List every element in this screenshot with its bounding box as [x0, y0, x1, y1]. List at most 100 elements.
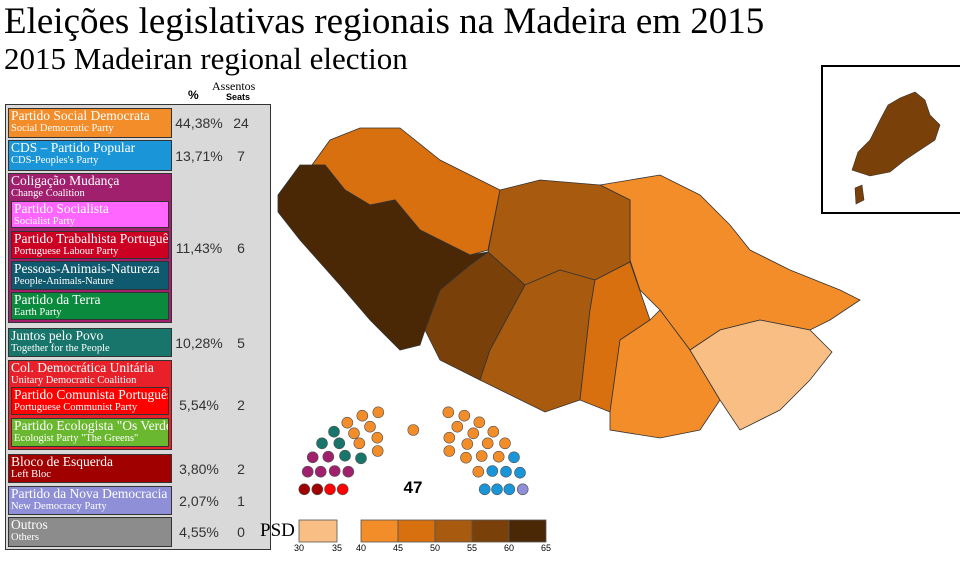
percent-header: %: [188, 88, 199, 102]
party-percent: 3,80%: [179, 460, 219, 477]
seat-cds: [503, 483, 516, 496]
legend-tick: 60: [504, 543, 514, 553]
seat-psd: [407, 424, 420, 436]
member-name: Partido Comunista Português: [14, 387, 169, 402]
legend-tick: 40: [356, 543, 366, 553]
seat-psd: [481, 437, 494, 450]
seat-mud: [314, 465, 327, 478]
party-name: Partido da Nova Democracia: [11, 486, 168, 501]
seat-psd: [371, 445, 384, 457]
party-name: Bloco de Esquerda: [11, 454, 113, 469]
party-name: Juntos pelo Povo: [11, 328, 104, 343]
legend-tick: 50: [430, 543, 440, 553]
member-name: Partido Ecologista "Os Verdes": [14, 418, 169, 433]
seat-cdu: [336, 483, 349, 496]
title-english: 2015 Madeiran regional election: [4, 41, 408, 76]
member-name-en: Portuguese Labour Party: [14, 246, 119, 257]
seat-jpp: [355, 452, 367, 465]
municipality-machico: [609, 309, 721, 439]
member-party: Partido Trabalhista Português Portuguese …: [11, 231, 169, 259]
seat-psd: [443, 445, 456, 457]
member-party: Partido Ecologista "Os Verdes" Ecologist …: [11, 418, 169, 447]
party-name: CDS – Partido Popular: [11, 140, 136, 155]
member-name-en: Earth Party: [14, 307, 62, 318]
party-name: Coligação Mudança: [11, 173, 120, 188]
member-name-en: People-Animals-Nature: [14, 276, 114, 287]
seat-psd: [460, 451, 472, 464]
seat-mud: [301, 465, 314, 478]
member-party: Partido da Terra Earth Party: [11, 292, 169, 320]
party-name-en: Unitary Democratic Coalition: [11, 375, 137, 386]
seat-mud: [322, 450, 335, 463]
legend-bin: [434, 519, 473, 543]
seat-psd: [451, 420, 464, 433]
seat-psd: [348, 427, 360, 440]
seat-psd: [356, 409, 369, 422]
seat-psd: [364, 420, 376, 433]
seat-be: [311, 483, 324, 496]
seat-mud: [306, 451, 319, 464]
member-name-en: Portuguese Communist Party: [14, 402, 138, 413]
seats-header-pt: Assentos: [212, 79, 256, 93]
seat-jpp: [328, 425, 340, 438]
legend-bin: [397, 519, 436, 543]
member-name: Partido Trabalhista Português: [14, 231, 169, 246]
party-percent: 5,54%: [179, 397, 219, 413]
party-seats: 5: [237, 334, 245, 351]
legend-label: PSD: [260, 520, 295, 541]
party-name-en: Social Democratic Party: [11, 123, 114, 134]
party-percent: 44,38%: [175, 115, 223, 131]
seat-psd: [461, 438, 474, 450]
total-seats: 47: [404, 478, 423, 497]
legend-tick: 45: [393, 543, 403, 553]
seat-psd: [492, 450, 505, 463]
member-name-en: Ecologist Party "The Greens": [14, 433, 139, 444]
seat-psd: [473, 416, 486, 429]
party-row: Outros Others: [8, 517, 172, 547]
seat-psd: [499, 437, 511, 450]
seat-cds: [514, 466, 526, 479]
seat-cds: [491, 483, 503, 496]
legend-tick: 35: [332, 543, 342, 553]
party-name-en: CDS-Peoples's Party: [11, 155, 99, 166]
party-row: Juntos pelo Povo Together for the People: [8, 328, 172, 357]
legend-bin: [298, 519, 338, 543]
party-percent: 13,71%: [175, 147, 223, 164]
party-seats: 6: [237, 240, 245, 256]
party-percent: 4,55%: [179, 524, 219, 540]
seat-mud: [342, 465, 355, 478]
seat-jpp: [316, 437, 328, 450]
party-percent: 11,43%: [175, 240, 223, 256]
seat-psd: [472, 465, 485, 478]
legend-bin: [508, 519, 547, 543]
municipality-sao-vicente-east: [487, 179, 631, 286]
title-portuguese: Eleições legislativas regionais na Madei…: [4, 1, 765, 42]
party-seats: 1: [237, 492, 245, 509]
seats-header-en: Seats: [226, 92, 251, 102]
party-seats: 2: [237, 460, 245, 477]
party-row: CDS – Partido Popular CDS-Peoples's Party: [8, 140, 172, 171]
seat-psd: [353, 437, 366, 450]
member-party: Partido Socialista Socialist Party: [11, 201, 169, 228]
seat-jpp: [339, 449, 351, 462]
party-name-en: New Democracy Party: [11, 501, 107, 512]
party-seats: 24: [233, 115, 249, 131]
party-name: Outros: [11, 517, 48, 532]
party-name-en: Others: [11, 532, 39, 543]
seat-psd: [442, 406, 455, 419]
party-name-en: Left Bloc: [11, 469, 51, 480]
party-seats: 2: [237, 397, 245, 413]
legend-tick: 30: [294, 543, 304, 553]
seat-psd: [487, 425, 500, 438]
seat-cds: [508, 451, 520, 464]
member-party: Partido Comunista Português Portuguese Co…: [11, 387, 169, 415]
municipality-santa-cruz: [689, 319, 833, 431]
seat-cds: [500, 465, 512, 478]
legend-bin: [360, 519, 399, 543]
member-name-en: Socialist Party: [14, 216, 75, 227]
party-name-en: Change Coalition: [11, 188, 85, 199]
seat-psd: [371, 431, 384, 444]
party-row: Bloco de Esquerda Left Bloc: [8, 454, 172, 483]
seat-psd: [458, 409, 471, 422]
